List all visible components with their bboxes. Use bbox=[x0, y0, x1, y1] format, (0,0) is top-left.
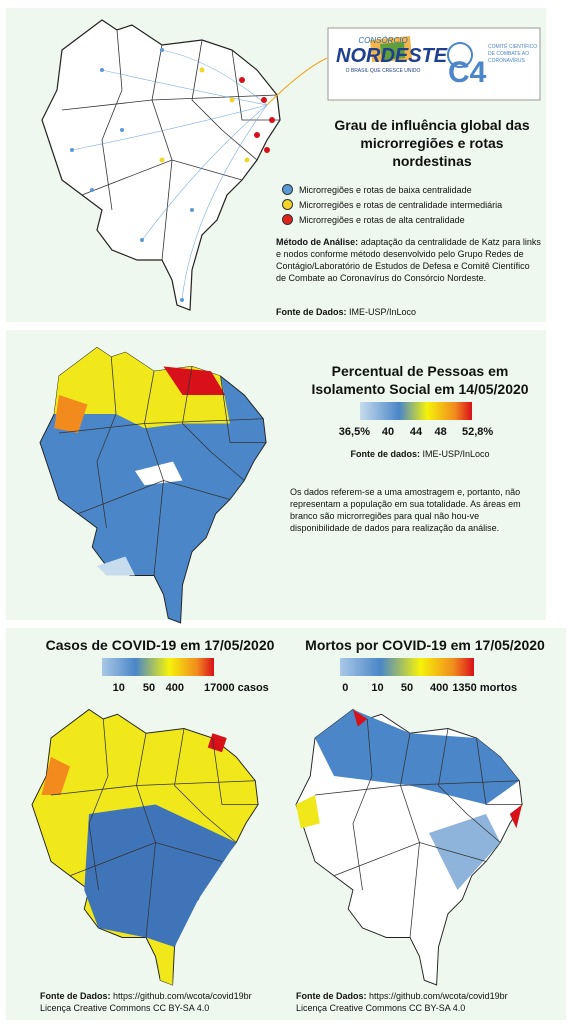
note: Os dados referem-se a uma amostragem e, … bbox=[290, 487, 521, 533]
scale-label: 400 bbox=[165, 682, 184, 694]
logo-name: NORDESTE bbox=[336, 45, 448, 67]
license: Licença Creative Commons CC BY-SA 4.0 bbox=[40, 1003, 210, 1013]
source-label: Fonte de Dados: bbox=[276, 307, 347, 317]
scale-label: 10 bbox=[112, 682, 125, 694]
scale-label: 1350 mortos bbox=[452, 682, 518, 694]
source-label: Fonte de Dados: bbox=[40, 991, 111, 1001]
source: Fonte de dados: IME-USP/InLoco bbox=[300, 448, 540, 460]
method-label: Método de Análise: bbox=[276, 237, 359, 247]
color-scale bbox=[360, 402, 472, 420]
color-scale bbox=[340, 658, 474, 676]
map-deaths bbox=[295, 709, 523, 986]
source-label: Fonte de dados: bbox=[350, 449, 420, 459]
legend-label: Microrregiões e rotas de alta centralida… bbox=[299, 214, 465, 225]
title: Grau de influência global das microrregi… bbox=[334, 117, 530, 169]
logo-box bbox=[327, 27, 541, 101]
source: Fonte de Dados: https://github.com/wcota… bbox=[296, 990, 556, 1014]
title: Percentual de Pessoas em Isolamento Soci… bbox=[311, 363, 529, 397]
scale-label: 36,5% bbox=[338, 426, 371, 438]
legend-item: Microrregiões e rotas de baixa centralid… bbox=[282, 182, 544, 197]
map-influence bbox=[41, 19, 328, 311]
source: Fonte de Dados: https://github.com/wcota… bbox=[40, 990, 290, 1014]
logo-c4-name: COMITÊ CIENTÍFICO DE COMBATE AO CORONAVÍ… bbox=[488, 44, 538, 64]
title: Mortos por COVID-19 em 17/05/2020 bbox=[305, 637, 545, 653]
scale-label: 52,8% bbox=[461, 426, 494, 438]
scale-label: 44 bbox=[409, 426, 423, 438]
scale-label: 50 bbox=[400, 682, 414, 694]
scale-label: 40 bbox=[381, 426, 395, 438]
source-text: IME-USP/InLoco bbox=[349, 307, 417, 317]
legend-label: Microrregiões e rotas de centralidade in… bbox=[299, 199, 503, 210]
method-text: adaptação da centralidade de Katz para l… bbox=[276, 237, 541, 283]
legend-swatch bbox=[282, 184, 293, 195]
source-text: IME-USP/InLoco bbox=[422, 449, 490, 459]
logo-consorcio: CONSÓRCIO NORDESTE O BRASIL QUE CRESCE U… bbox=[336, 36, 448, 74]
source-text: https://github.com/wcota/covid19br bbox=[113, 991, 252, 1001]
legend: Microrregiões e rotas de baixa centralid… bbox=[282, 182, 544, 227]
method: Método de Análise: adaptação da centrali… bbox=[276, 236, 542, 284]
color-scale bbox=[102, 658, 214, 676]
logo-slogan: O BRASIL QUE CRESCE UNIDO bbox=[345, 68, 421, 74]
logo-label: CONSÓRCIO bbox=[358, 36, 408, 45]
map-isolation bbox=[39, 347, 267, 624]
scale-label: 400 bbox=[429, 682, 449, 694]
title: Casos de COVID-19 em 17/05/2020 bbox=[45, 637, 275, 653]
scale-label: 50 bbox=[142, 682, 156, 694]
logo-c4: C4 bbox=[448, 56, 487, 89]
scale-label: 48 bbox=[434, 426, 447, 438]
legend-swatch bbox=[282, 199, 293, 210]
legend-item: Microrregiões e rotas de centralidade in… bbox=[282, 197, 544, 212]
source-text: https://github.com/wcota/covid19br bbox=[369, 991, 508, 1001]
legend-label: Microrregiões e rotas de baixa centralid… bbox=[299, 184, 472, 195]
scale-label: 0 bbox=[342, 682, 349, 694]
license: Licença Creative Commons CC BY-SA 4.0 bbox=[296, 1003, 466, 1013]
scale-label: 17000 casos bbox=[203, 682, 269, 694]
legend-item: Microrregiões e rotas de alta centralida… bbox=[282, 212, 544, 227]
scale-label: 10 bbox=[371, 682, 384, 694]
source-label: Fonte de Dados: bbox=[296, 991, 367, 1001]
legend-swatch bbox=[282, 214, 293, 225]
map-cases bbox=[31, 709, 259, 986]
source: Fonte de Dados: IME-USP/InLoco bbox=[276, 306, 542, 318]
